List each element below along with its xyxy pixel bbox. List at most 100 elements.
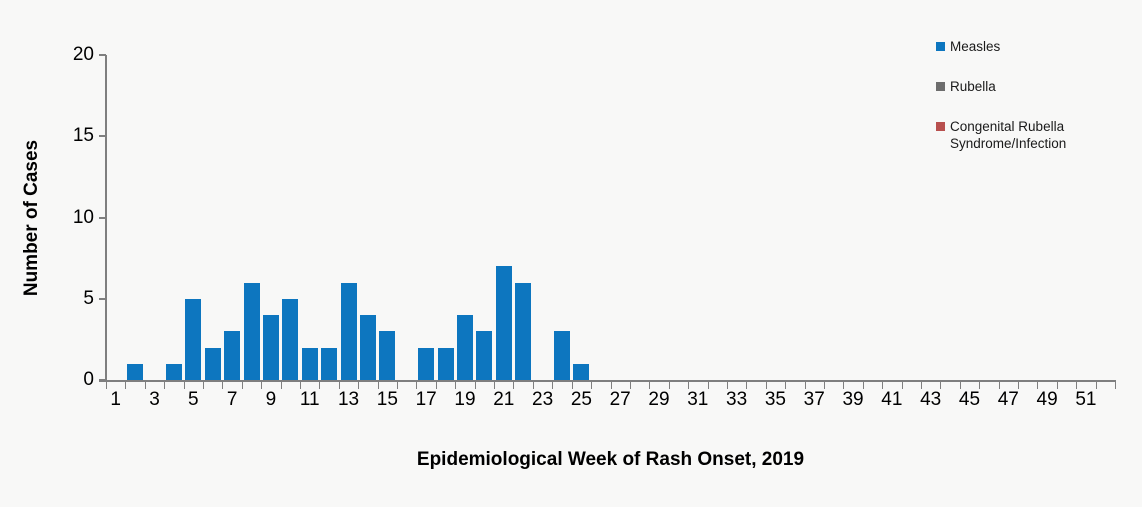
legend-label: Measles (950, 39, 1001, 54)
x-tick-mark (319, 382, 321, 389)
bar-measles-week-13 (340, 282, 357, 380)
x-tick-label: 3 (149, 389, 160, 410)
bar-measles-week-9 (262, 315, 279, 380)
bar-measles-week-21 (495, 266, 512, 380)
bar-measles-week-24 (553, 331, 570, 380)
y-tick-label: 5 (83, 287, 94, 309)
y-tick-label: 20 (72, 44, 94, 65)
x-tick-label: 5 (188, 389, 199, 410)
bar-measles-week-22 (515, 282, 532, 380)
legend-label: Congenital Rubella Syndrome/Infection (950, 119, 1067, 151)
x-tick-mark (338, 382, 340, 389)
x-tick-mark (649, 382, 651, 389)
x-tick-label: 37 (803, 389, 825, 410)
x-tick-mark (397, 382, 399, 389)
x-tick-mark (843, 382, 845, 389)
x-tick-mark (920, 382, 922, 389)
bar-measles-week-20 (476, 331, 493, 380)
x-tick-mark (1056, 382, 1058, 389)
x-tick-mark (494, 382, 496, 389)
x-tick-mark (571, 382, 573, 389)
bar-measles-week-14 (359, 315, 376, 380)
x-tick-label: 47 (997, 389, 1019, 410)
x-tick-mark (144, 382, 146, 389)
x-tick-mark (629, 382, 631, 389)
y-tick-mark (99, 54, 106, 56)
x-tick-label: 17 (415, 389, 437, 410)
x-tick-mark (435, 382, 437, 389)
legend-item-congenital-rubella-syndrome-infection: Congenital Rubella Syndrome/Infection (936, 118, 1100, 152)
x-tick-mark (882, 382, 884, 389)
x-tick-mark (940, 382, 942, 389)
bar-measles-week-8 (243, 282, 260, 380)
x-tick-mark (959, 382, 961, 389)
bar-measles-week-4 (165, 363, 182, 380)
x-tick-mark (203, 382, 205, 389)
x-tick-mark (1095, 382, 1097, 389)
x-tick-mark (765, 382, 767, 389)
x-tick-mark (998, 382, 1000, 389)
y-tick-mark (99, 135, 106, 138)
x-tick-mark (1017, 382, 1019, 389)
x-tick-mark (183, 382, 185, 389)
legend-label: Rubella (950, 79, 996, 94)
x-tick-mark (979, 382, 981, 389)
x-tick-mark (377, 382, 379, 389)
x-tick-mark (125, 382, 127, 389)
x-tick-label: 25 (570, 389, 592, 410)
x-tick-label: 15 (376, 389, 398, 410)
x-tick-mark (358, 382, 360, 389)
x-tick-label: 19 (454, 389, 476, 410)
x-tick-mark (241, 382, 243, 389)
bar-measles-week-6 (204, 347, 221, 380)
x-tick-mark (106, 382, 107, 389)
bar-measles-week-17 (418, 347, 435, 380)
legend-swatch-icon (936, 122, 945, 131)
x-tick-mark (823, 382, 825, 389)
x-tick-label: 9 (265, 389, 277, 410)
x-tick-mark (746, 382, 748, 389)
bar-measles-week-5 (185, 298, 202, 380)
x-tick-label: 7 (226, 389, 238, 410)
bar-measles-week-15 (379, 331, 396, 380)
legend-item-measles: Measles (936, 38, 1100, 55)
x-tick-mark (726, 382, 728, 389)
y-tick-label: 10 (72, 206, 94, 228)
x-tick-mark (668, 382, 670, 389)
y-tick-mark (99, 297, 106, 300)
x-tick-label: 31 (687, 389, 709, 410)
x-tick-mark (552, 382, 554, 389)
x-tick-label: 49 (1036, 389, 1058, 410)
x-tick-label: 43 (920, 389, 942, 410)
x-tick-mark (707, 382, 709, 389)
legend-swatch-icon (936, 82, 945, 91)
x-tick-mark (785, 382, 787, 389)
y-tick-mark (99, 379, 106, 381)
x-tick-mark (610, 382, 612, 389)
x-tick-mark (416, 382, 418, 389)
bar-measles-week-25 (573, 363, 590, 380)
x-tick-mark (1076, 382, 1078, 389)
x-tick-mark (513, 382, 515, 389)
x-tick-mark (1037, 382, 1039, 389)
x-tick-mark (261, 382, 263, 389)
bar-measles-week-7 (224, 331, 241, 380)
x-tick-label: 11 (299, 389, 320, 410)
x-tick-mark (591, 382, 593, 389)
legend-item-rubella: Rubella (936, 78, 1100, 95)
x-tick-label: 45 (958, 389, 981, 410)
x-tick-mark (455, 382, 457, 389)
legend-swatch-icon (936, 42, 945, 51)
x-tick-mark (222, 382, 224, 389)
x-axis-title: Epidemiological Week of Rash Onset, 2019 (416, 449, 805, 470)
x-tick-mark (474, 382, 476, 389)
x-tick-mark (164, 382, 166, 389)
y-axis-line (105, 55, 107, 382)
x-tick-mark (901, 382, 903, 389)
x-tick-label: 1 (110, 389, 121, 410)
x-tick-label: 39 (842, 389, 864, 410)
y-tick-label: 15 (72, 125, 94, 147)
x-tick-label: 29 (648, 389, 670, 410)
y-tick-mark (99, 216, 106, 219)
